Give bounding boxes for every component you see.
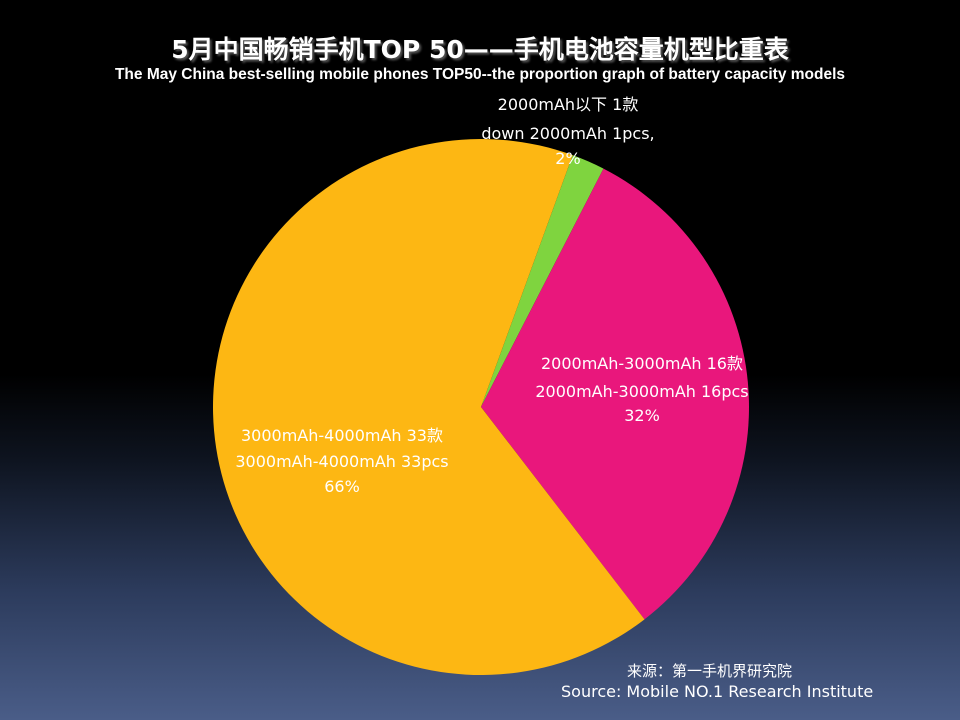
- slice-label-0-line-2: 2%: [555, 149, 580, 168]
- pie-labels: 2000mAh以下 1款 down 2000mAh 1pcs, 2% 2000mAh-…: [235, 95, 748, 496]
- slice-label-2-line-1: 3000mAh-4000mAh 33pcs: [235, 452, 448, 471]
- slice-label-2-line-0: 3000mAh-4000mAh 33款: [241, 426, 443, 445]
- slice-label-1-line-1: 2000mAh-3000mAh 16pcs: [535, 382, 748, 401]
- slice-label-0-line-1: down 2000mAh 1pcs,: [481, 124, 654, 143]
- slice-label-1-line-0: 2000mAh-3000mAh 16款: [541, 354, 743, 373]
- source-english: Source: Mobile NO.1 Research Institute: [561, 682, 874, 701]
- pie-slice-0: [481, 155, 604, 407]
- slice-label-2-line-2: 66%: [324, 477, 360, 496]
- pie-slices: [212, 138, 749, 675]
- chart-title: 5月中国畅销手机TOP 50——手机电池容量机型比重表: [171, 35, 789, 64]
- source-chinese: 来源：第一手机界研究院: [627, 662, 793, 680]
- pie-slice-1: [481, 168, 749, 620]
- chart-subtitle: The May China best-selling mobile phones…: [114, 66, 846, 83]
- slice-label-1-line-2: 32%: [624, 406, 660, 425]
- pie-slice-2: [212, 138, 645, 675]
- slice-label-0-line-0: 2000mAh以下 1款: [498, 95, 639, 114]
